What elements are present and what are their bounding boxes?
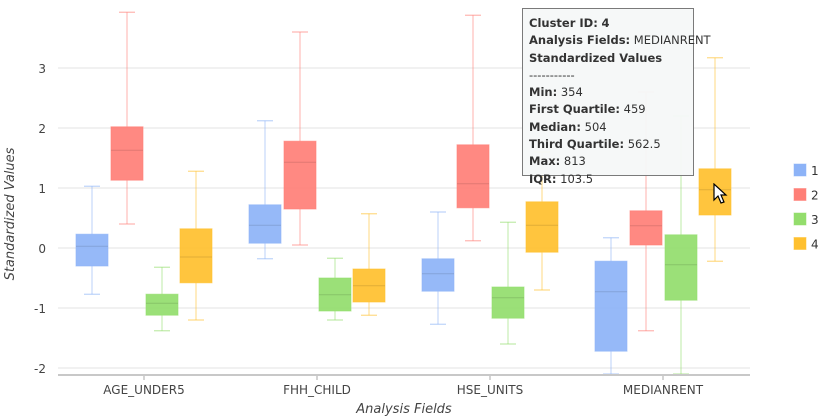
y-tick-label: -1 — [34, 302, 46, 316]
tooltip-iqr-value: 103.5 — [560, 171, 594, 186]
tooltip-field-value: MEDIANRENT — [633, 33, 711, 48]
y-tick-label: 2 — [38, 122, 46, 136]
legend-label-3: 3 — [811, 213, 818, 227]
tooltip-median-value: 504 — [584, 119, 607, 134]
tooltip-q3-value: 562.5 — [627, 137, 661, 152]
box-series-3 — [491, 286, 525, 319]
box-series-3 — [664, 234, 698, 301]
y-axis-label: Standardized Values — [3, 147, 18, 280]
legend-swatch-1 — [793, 163, 807, 177]
box-series-2 — [283, 140, 317, 210]
tooltip-field-label: Analysis Fields: — [529, 33, 631, 48]
tooltip-max-value: 813 — [563, 154, 586, 169]
legend-label-2: 2 — [811, 189, 818, 203]
legend-swatch-4 — [793, 237, 807, 250]
y-tick-label: -2 — [34, 362, 46, 376]
legend-label-1: 1 — [811, 164, 818, 178]
tooltip-section-title: Standardized Values — [529, 50, 663, 65]
x-tick-label: AGE_UNDER5 — [103, 383, 184, 397]
box-series-3 — [318, 277, 352, 312]
tooltip-q1-label: First Quartile: — [529, 102, 620, 117]
legend: 1 2 3 4 — [793, 163, 818, 252]
y-tick-label: 0 — [38, 242, 46, 256]
tooltip-q1-value: 459 — [623, 102, 646, 117]
box-series-1 — [421, 258, 455, 292]
tooltip-cluster-label: Cluster ID: — [529, 16, 598, 30]
x-axis-label: Analysis Fields — [355, 402, 452, 417]
x-axis: AGE_UNDER5 FHH_CHILD HSE_UNITS MEDIANRENT — [58, 374, 750, 397]
legend-swatch-3 — [793, 212, 807, 226]
box-series-3 — [145, 293, 179, 316]
x-tick-label: FHH_CHILD — [283, 383, 351, 397]
mouse-pointer-icon — [713, 183, 728, 204]
tooltip-iqr-label: IQR: — [529, 171, 557, 186]
box-series-1 — [248, 204, 282, 244]
y-axis-ticks: -2 -1 0 1 2 3 — [34, 62, 46, 376]
legend-label-4: 4 — [811, 238, 818, 252]
x-tick-label: HSE_UNITS — [457, 383, 523, 397]
legend-swatch-2 — [793, 188, 807, 201]
box-series-2 — [629, 210, 663, 246]
box-series-2 — [110, 126, 144, 181]
y-tick-label: 1 — [38, 182, 46, 196]
box-series-4 — [525, 201, 559, 253]
box-series-4 — [179, 228, 213, 284]
tooltip-min-value: 354 — [560, 85, 583, 100]
box-series-4 — [352, 268, 386, 303]
box-series-2 — [456, 144, 490, 209]
tooltip-separator: ----------- — [529, 67, 575, 82]
tooltip-min-label: Min: — [529, 85, 558, 100]
box-series-4 — [698, 168, 732, 216]
tooltip-median-label: Median: — [529, 119, 581, 134]
box-series-1 — [594, 260, 628, 352]
tooltip: Cluster ID: 4 Analysis Fields: MEDIANREN… — [522, 8, 711, 186]
tooltip-cluster-value: 4 — [601, 16, 610, 30]
x-tick-label: MEDIANRENT — [623, 383, 704, 397]
tooltip-q3-label: Third Quartile: — [529, 137, 625, 152]
box-series-1 — [75, 233, 109, 267]
y-tick-label: 3 — [38, 62, 46, 76]
tooltip-max-label: Max: — [529, 154, 561, 169]
